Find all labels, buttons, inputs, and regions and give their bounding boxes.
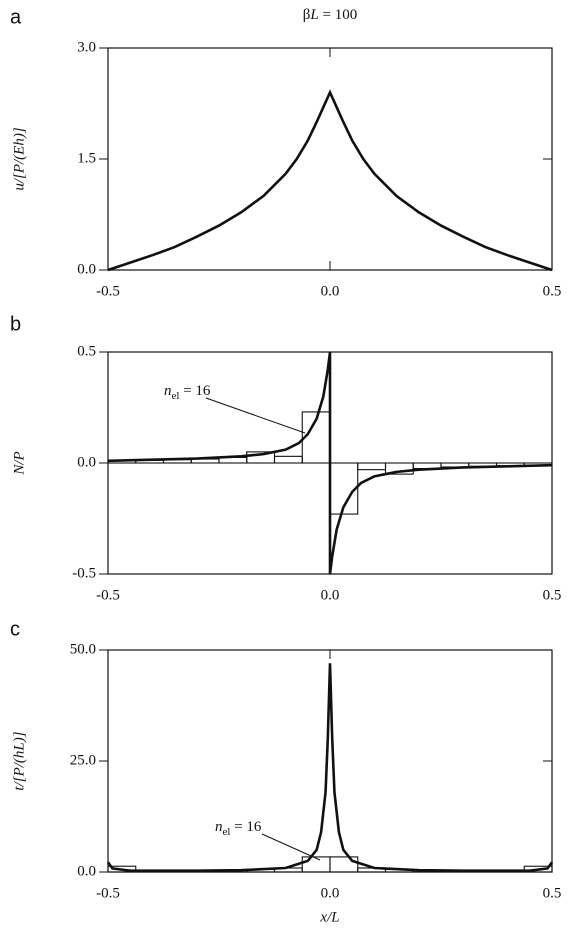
element-step <box>273 455 303 464</box>
title-part: L <box>309 7 318 23</box>
x-axis-title: x/L <box>319 909 339 925</box>
x-tick-label: -0.5 <box>96 885 120 901</box>
annotation-leader <box>261 833 321 861</box>
element-step <box>162 459 192 464</box>
plot-frame <box>107 47 553 271</box>
annotation-part: el <box>223 826 231 838</box>
x-tick-label: 0.5 <box>543 587 562 603</box>
annotation: nel = 16 <box>164 383 211 401</box>
annotation-part: = 16 <box>230 819 261 835</box>
element-step <box>329 462 359 515</box>
chart-title: βL = 100 <box>303 7 357 23</box>
x-tick-label: 0.5 <box>543 885 562 901</box>
y-tick-label: 1.5 <box>77 150 96 166</box>
data-line <box>106 663 554 872</box>
y-axis-title: N/P <box>11 451 27 475</box>
y-axis-title: t/[P/(hL)] <box>11 731 27 790</box>
x-tick-label: -0.5 <box>96 283 120 299</box>
y-tick-label: 0.5 <box>77 343 96 359</box>
annotation-part: el <box>172 390 180 402</box>
element-step <box>523 462 553 466</box>
element-step <box>107 865 137 873</box>
x-tick-label: -0.5 <box>96 587 120 603</box>
title-part: β <box>303 7 311 23</box>
y-tick-label: 50.0 <box>70 641 96 657</box>
x-tick-label: 0.0 <box>321 283 340 299</box>
element-step <box>523 865 553 873</box>
y-axis-title: u/[P/(Eh)] <box>11 127 27 190</box>
element-step <box>301 411 331 464</box>
x-tick-label: 0.0 <box>321 587 340 603</box>
y-tick-label: 0.0 <box>77 454 96 470</box>
element-step <box>135 459 165 464</box>
annotation-leader <box>205 397 306 434</box>
element-step <box>495 462 525 467</box>
y-tick-label: 3.0 <box>77 39 96 55</box>
element-step <box>329 856 359 873</box>
panel-label: c <box>10 618 20 640</box>
panel-label: a <box>10 6 22 28</box>
y-tick-label: 0.0 <box>77 261 96 277</box>
panel-label: b <box>10 313 21 335</box>
y-tick-label: -0.5 <box>72 565 96 581</box>
data-line <box>107 89 553 272</box>
element-step <box>301 856 331 873</box>
annotation-part: n <box>215 819 223 835</box>
title-part: = 100 <box>319 7 357 23</box>
y-tick-label: 25.0 <box>70 752 96 768</box>
annotation-part: = 16 <box>179 383 210 399</box>
annotation-part: n <box>164 383 172 399</box>
element-step <box>468 462 498 467</box>
element-step <box>357 462 387 471</box>
x-tick-label: 0.5 <box>543 283 562 299</box>
annotation: nel = 16 <box>215 819 262 837</box>
y-tick-label: 0.0 <box>77 863 96 879</box>
x-tick-label: 0.0 <box>321 885 340 901</box>
